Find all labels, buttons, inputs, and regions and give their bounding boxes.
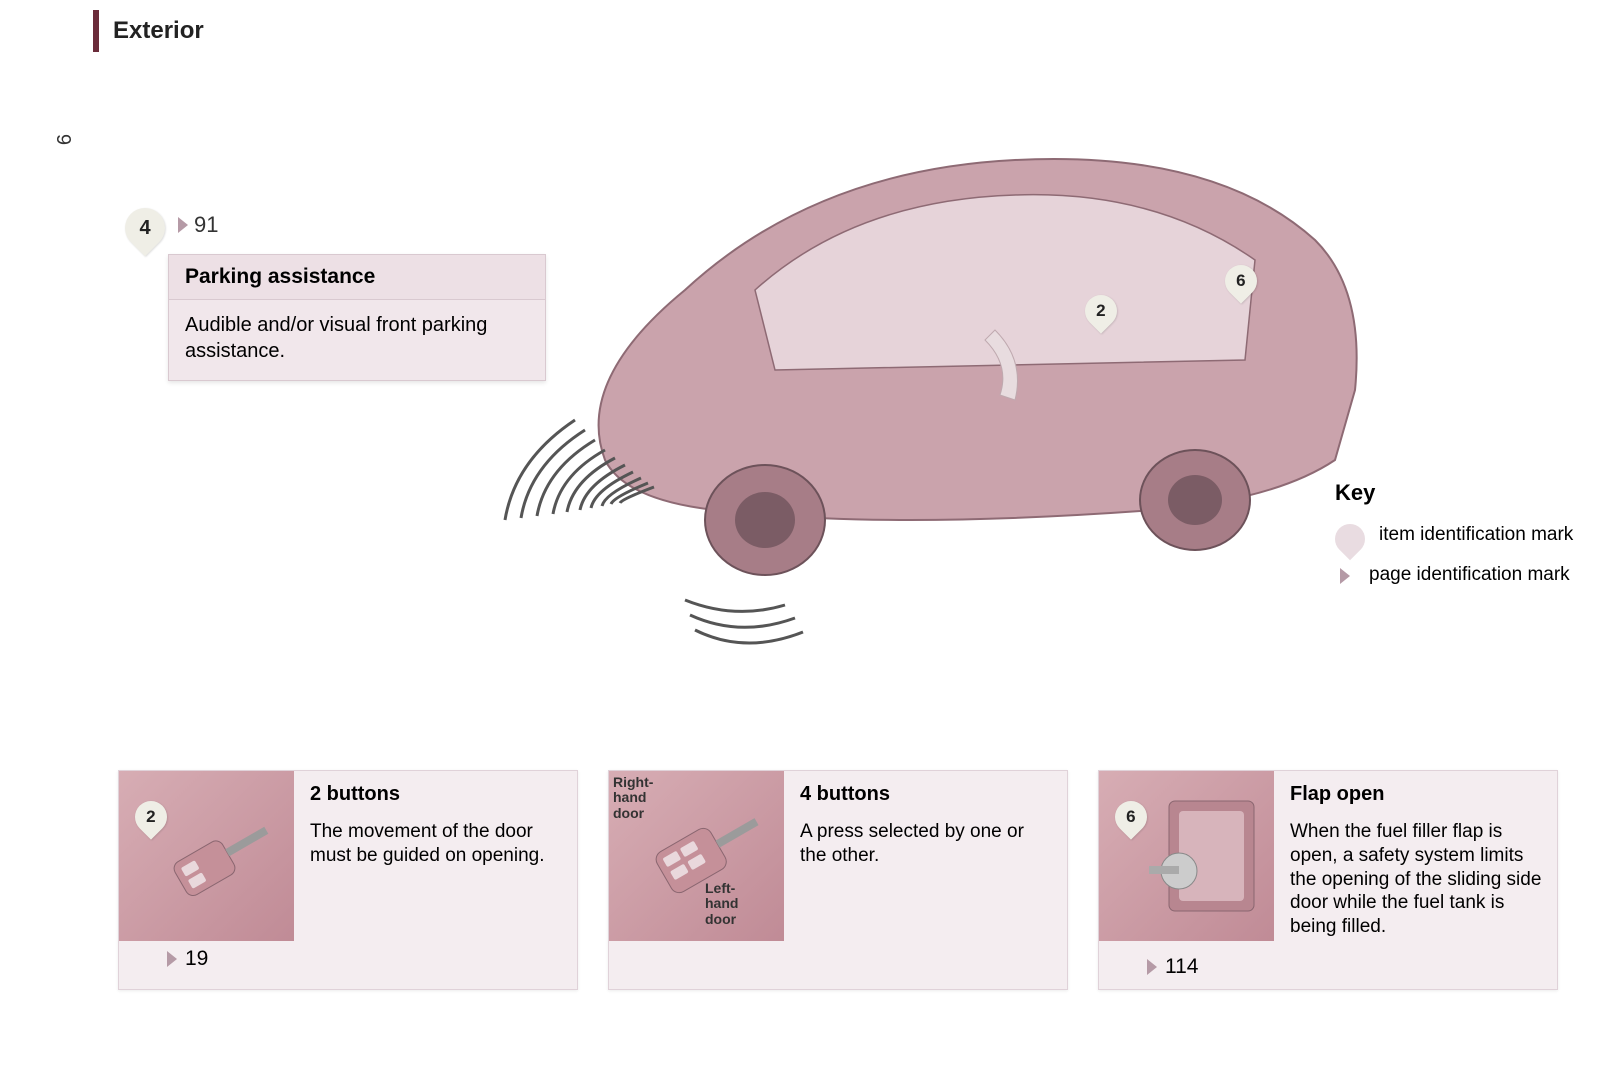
card1-thumb: 2: [119, 771, 294, 941]
card1-desc: The movement of the door must be guided …: [310, 820, 563, 868]
card1-page-ref-text: 19: [185, 947, 208, 971]
section-title: Exterior: [113, 17, 204, 45]
item-mark-icon: [1329, 518, 1371, 560]
legend-title: Key: [1335, 480, 1595, 506]
card3-desc: When the fuel filler flap is open, a saf…: [1290, 820, 1543, 939]
car-marker-2-number: 2: [1096, 301, 1105, 321]
callout-badge-4-number: 4: [139, 217, 150, 240]
page-ref-91-text: 91: [194, 212, 218, 238]
card-flap-open: 6 Flap open When the fuel filler flap is…: [1098, 770, 1558, 990]
fuel-flap-icon: [1099, 771, 1274, 941]
car-illustration: [455, 60, 1405, 680]
card3-badge-number: 6: [1126, 807, 1135, 827]
legend-item2-text: page identification mark: [1369, 564, 1570, 587]
page-ref-triangle-icon: [167, 951, 177, 967]
card-4-buttons: Right- hand door Left- hand door 4 butto…: [608, 770, 1068, 990]
card2-label-right-door: Right- hand door: [613, 775, 653, 821]
legend: Key item identification mark page identi…: [1335, 480, 1595, 597]
card3-thumb: 6: [1099, 771, 1274, 941]
card1-page-ref: 19: [119, 941, 577, 981]
callout-badge-4: 4: [117, 200, 174, 257]
card2-label-left-door: Left- hand door: [705, 881, 738, 927]
car-marker-6-number: 6: [1236, 271, 1245, 291]
card3-page-ref-text: 114: [1165, 955, 1198, 979]
accent-stripe: [93, 10, 99, 52]
page-ref-91: 91: [178, 212, 218, 238]
page-mark-icon: [1335, 568, 1355, 584]
card3-title: Flap open: [1290, 783, 1543, 806]
card1-title: 2 buttons: [310, 783, 563, 806]
section-header: Exterior: [93, 10, 204, 52]
card2-thumb: Right- hand door Left- hand door: [609, 771, 784, 941]
card3-page-ref: 114: [1099, 949, 1557, 989]
page-ref-triangle-icon: [178, 217, 188, 233]
page-number: 6: [54, 134, 77, 145]
legend-row-item-mark: item identification mark: [1335, 524, 1595, 554]
cards-row: 2 2 buttons The movement of the door mus…: [118, 770, 1558, 990]
page-ref-triangle-icon: [1147, 959, 1157, 975]
card-2-buttons: 2 2 buttons The movement of the door mus…: [118, 770, 578, 990]
card2-title: 4 buttons: [800, 783, 1053, 806]
card1-badge-number: 2: [146, 807, 155, 827]
legend-row-page-mark: page identification mark: [1335, 564, 1595, 587]
key-2-button-icon: [119, 771, 294, 941]
legend-item1-text: item identification mark: [1379, 524, 1573, 547]
card2-desc: A press selected by one or the other.: [800, 820, 1053, 868]
